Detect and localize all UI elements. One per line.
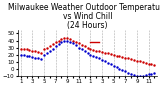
Title: Milwaukee Weather Outdoor Temperature
vs Wind Chill
(24 Hours): Milwaukee Weather Outdoor Temperature vs…: [8, 3, 160, 30]
